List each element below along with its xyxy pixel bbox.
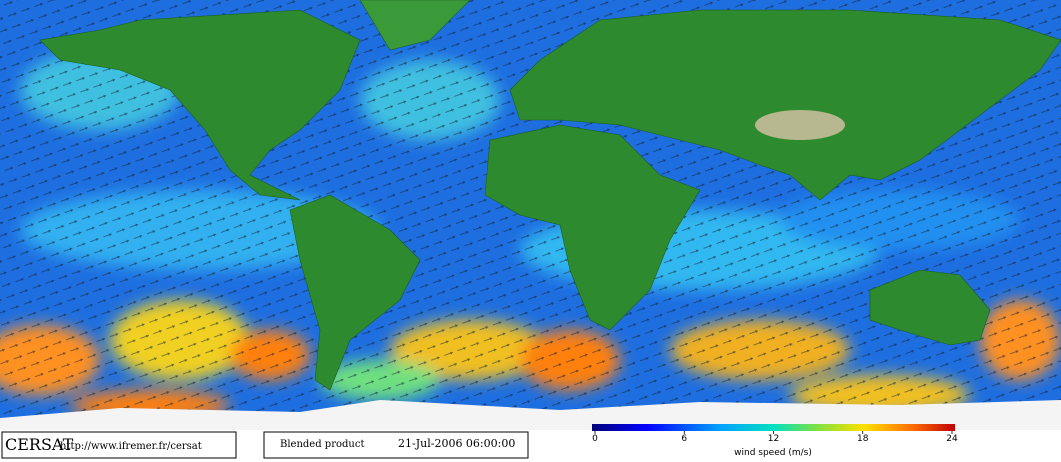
logo-box	[1, 431, 237, 459]
colorbar-tick-label: 0	[592, 434, 598, 444]
colorbar-tick-label: 18	[857, 434, 869, 444]
colorbar-ramp	[592, 424, 955, 431]
colorbar-tick-label: 12	[768, 434, 779, 444]
colorbar-tick-label: 6	[681, 434, 687, 444]
colorbar-tick-label: 24	[946, 434, 958, 444]
land	[39, 0, 1061, 391]
antarctica	[0, 400, 1061, 430]
product-box	[263, 431, 529, 459]
logo: CERSAT	[5, 435, 74, 454]
product: Blended product	[280, 439, 364, 450]
date: 21-Jul-2006 06:00:00	[398, 437, 515, 450]
colorbar-label: wind speed (m/s)	[734, 448, 812, 458]
colorbar: wind speed (m/s)	[592, 424, 955, 458]
url: http://www.ifremer.fr/cersat	[60, 441, 202, 452]
